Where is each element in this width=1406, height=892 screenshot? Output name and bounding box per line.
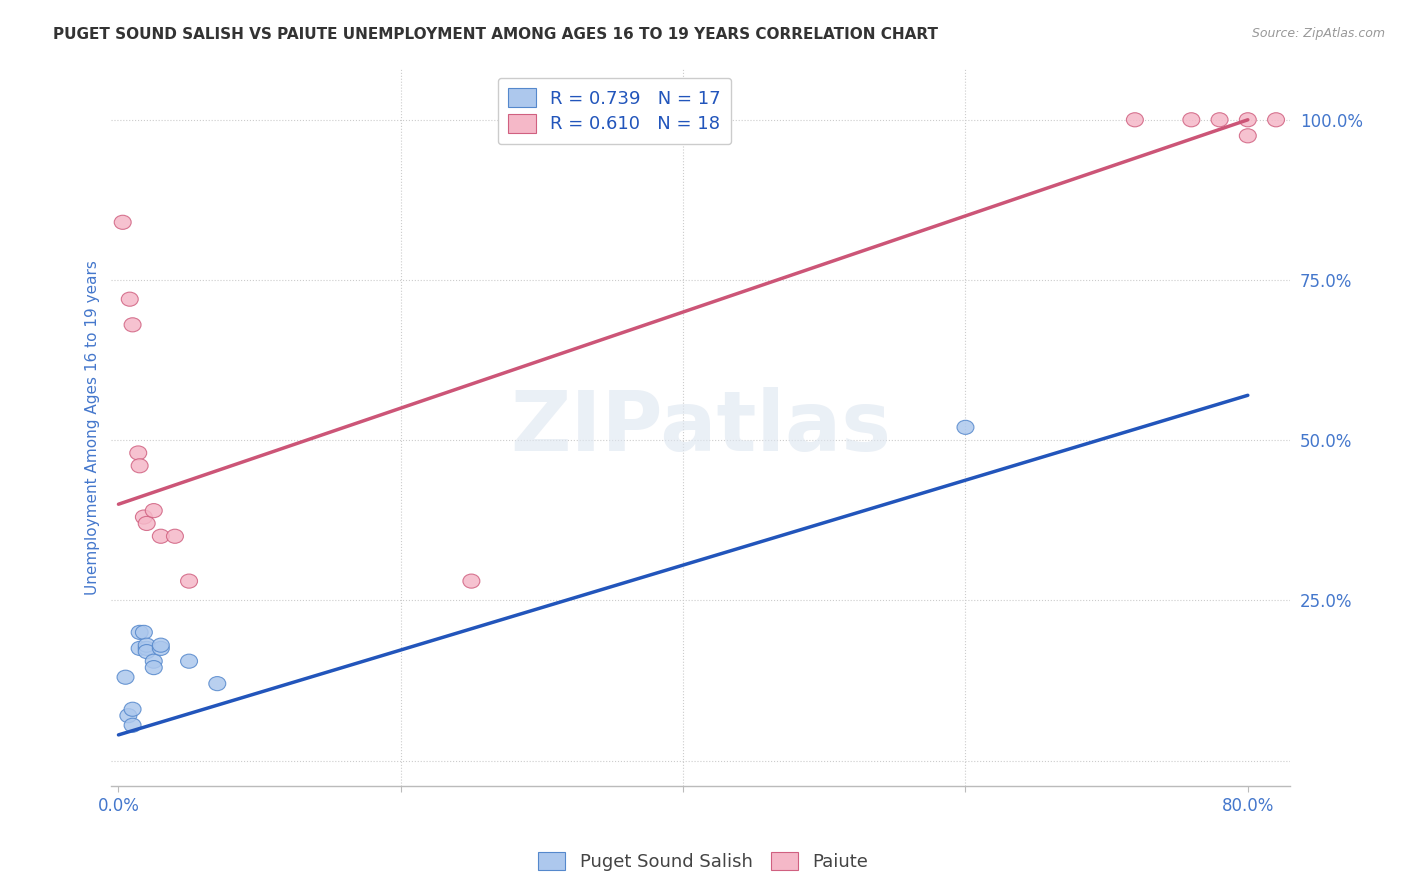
Ellipse shape bbox=[131, 458, 148, 473]
Ellipse shape bbox=[138, 516, 155, 531]
Ellipse shape bbox=[131, 641, 148, 656]
Ellipse shape bbox=[1182, 112, 1199, 127]
Ellipse shape bbox=[138, 638, 155, 652]
Ellipse shape bbox=[135, 510, 152, 524]
Ellipse shape bbox=[145, 661, 162, 674]
Ellipse shape bbox=[145, 504, 162, 517]
Ellipse shape bbox=[129, 446, 146, 460]
Ellipse shape bbox=[124, 702, 141, 716]
Ellipse shape bbox=[1268, 112, 1285, 127]
Ellipse shape bbox=[124, 318, 141, 332]
Ellipse shape bbox=[121, 293, 138, 306]
Ellipse shape bbox=[180, 574, 197, 588]
Text: PUGET SOUND SALISH VS PAIUTE UNEMPLOYMENT AMONG AGES 16 TO 19 YEARS CORRELATION : PUGET SOUND SALISH VS PAIUTE UNEMPLOYMEN… bbox=[53, 27, 938, 42]
Ellipse shape bbox=[1239, 112, 1257, 127]
Ellipse shape bbox=[152, 529, 169, 543]
Ellipse shape bbox=[138, 641, 155, 656]
Ellipse shape bbox=[114, 215, 131, 229]
Ellipse shape bbox=[463, 574, 479, 588]
Text: Source: ZipAtlas.com: Source: ZipAtlas.com bbox=[1251, 27, 1385, 40]
Ellipse shape bbox=[138, 645, 155, 658]
Legend: Puget Sound Salish, Paiute: Puget Sound Salish, Paiute bbox=[531, 845, 875, 879]
Ellipse shape bbox=[166, 529, 183, 543]
Ellipse shape bbox=[131, 625, 148, 640]
Ellipse shape bbox=[124, 718, 141, 732]
Ellipse shape bbox=[1211, 112, 1227, 127]
Ellipse shape bbox=[957, 420, 974, 434]
Ellipse shape bbox=[145, 654, 162, 668]
Ellipse shape bbox=[180, 654, 197, 668]
Ellipse shape bbox=[152, 638, 169, 652]
Ellipse shape bbox=[117, 670, 134, 684]
Ellipse shape bbox=[1239, 128, 1257, 143]
Ellipse shape bbox=[152, 641, 169, 656]
Ellipse shape bbox=[120, 708, 136, 723]
Y-axis label: Unemployment Among Ages 16 to 19 years: Unemployment Among Ages 16 to 19 years bbox=[86, 260, 100, 595]
Ellipse shape bbox=[1126, 112, 1143, 127]
Ellipse shape bbox=[135, 625, 152, 640]
Ellipse shape bbox=[209, 676, 226, 690]
Legend: R = 0.739   N = 17, R = 0.610   N = 18: R = 0.739 N = 17, R = 0.610 N = 18 bbox=[498, 78, 731, 145]
Text: ZIPatlas: ZIPatlas bbox=[510, 387, 891, 467]
